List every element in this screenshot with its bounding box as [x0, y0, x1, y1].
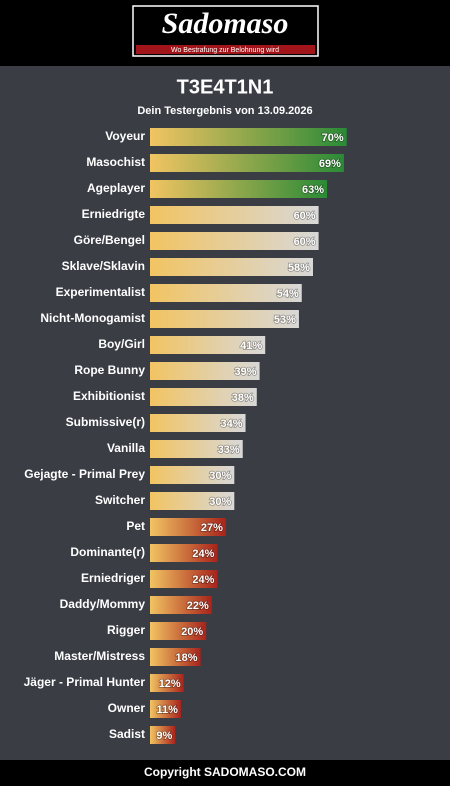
value-label: 38% — [232, 392, 254, 404]
value-label: 30% — [209, 470, 231, 482]
logo: Sadomaso — [162, 7, 289, 40]
value-label: 18% — [176, 652, 198, 664]
bar — [150, 336, 266, 354]
value-label: 20% — [181, 626, 203, 638]
value-label: 12% — [159, 678, 181, 690]
category-label: Nicht-Monogamist — [40, 311, 145, 325]
category-label: Göre/Bengel — [74, 233, 145, 247]
category-label: Rope Bunny — [74, 363, 145, 377]
value-label: 27% — [201, 522, 223, 534]
value-label: 70% — [322, 132, 344, 144]
bar — [150, 648, 201, 666]
chart-title: T3E4T1N1 — [177, 76, 274, 98]
category-label: Experimentalist — [56, 285, 145, 299]
bar — [150, 570, 218, 588]
category-label: Vanilla — [107, 441, 145, 455]
bar — [150, 310, 299, 328]
value-label: 33% — [218, 444, 240, 456]
category-label: Sadist — [109, 727, 145, 741]
category-label: Submissive(r) — [66, 415, 145, 429]
value-label: 41% — [240, 340, 262, 352]
bar — [150, 154, 344, 172]
footer: Copyright SADOMASO.COM — [144, 765, 306, 779]
value-label: 9% — [156, 730, 172, 742]
bar — [150, 622, 207, 640]
bar — [150, 544, 218, 562]
category-label: Sklave/Sklavin — [62, 259, 145, 273]
bar — [150, 596, 212, 614]
category-label: Erniedriger — [81, 571, 145, 585]
value-label: 60% — [294, 236, 316, 248]
value-label: 69% — [319, 158, 341, 170]
bar — [150, 128, 347, 146]
chart-subtitle: Dein Testergebnis von 13.09.2026 — [137, 105, 312, 117]
category-label: Daddy/Mommy — [60, 597, 146, 611]
bar — [150, 726, 176, 744]
bar — [150, 700, 181, 718]
bar — [150, 388, 257, 406]
bar — [150, 518, 226, 536]
category-label: Owner — [108, 701, 146, 715]
bar — [150, 414, 246, 432]
value-label: 53% — [274, 314, 296, 326]
value-label: 30% — [209, 496, 231, 508]
value-label: 22% — [187, 600, 209, 612]
value-label: 24% — [192, 574, 214, 586]
bar — [150, 674, 184, 692]
bar — [150, 284, 302, 302]
category-label: Ageplayer — [87, 181, 145, 195]
logo-strip — [136, 45, 315, 54]
value-label: 39% — [235, 366, 257, 378]
category-label: Switcher — [95, 493, 145, 507]
value-label: 54% — [277, 288, 299, 300]
category-label: Exhibitionist — [73, 389, 145, 403]
category-label: Dominante(r) — [70, 545, 145, 559]
category-label: Master/Mistress — [54, 649, 145, 663]
value-label: 63% — [302, 184, 324, 196]
bar — [150, 440, 243, 458]
category-label: Pet — [126, 519, 145, 533]
value-label: 24% — [192, 548, 214, 560]
footer-bar — [0, 760, 450, 786]
bar — [150, 180, 328, 198]
bar — [150, 232, 319, 250]
category-label: Masochist — [86, 155, 145, 169]
bar — [150, 362, 260, 380]
category-label: Jäger - Primal Hunter — [24, 675, 146, 689]
bar — [150, 492, 235, 510]
logo-tagline: Wo Bestrafung zur Belohnung wird — [171, 47, 279, 54]
bar — [150, 466, 235, 484]
bar — [150, 206, 319, 224]
category-label: Gejagte - Primal Prey — [24, 467, 145, 481]
value-label: 34% — [221, 418, 243, 430]
category-label: Erniedrigte — [82, 207, 146, 221]
value-label: 60% — [294, 210, 316, 222]
category-label: Voyeur — [105, 129, 145, 143]
value-label: 58% — [288, 262, 310, 274]
value-label: 11% — [156, 704, 178, 716]
category-label: Rigger — [107, 623, 145, 637]
bar — [150, 258, 313, 276]
category-label: Boy/Girl — [98, 337, 145, 351]
